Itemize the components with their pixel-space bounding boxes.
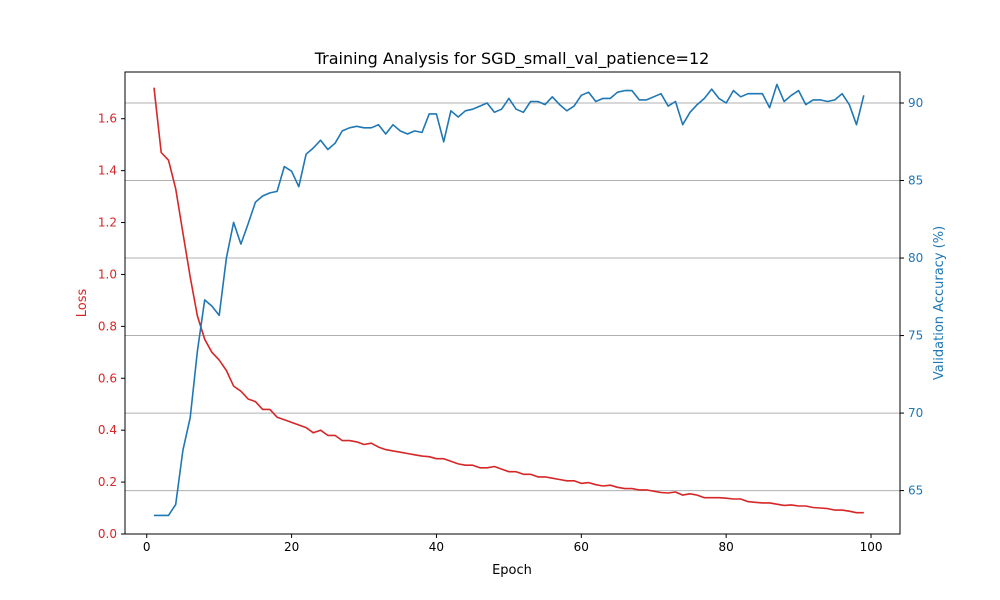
left-tick-label-6: 1.2	[98, 216, 117, 230]
left-tick-label-2: 0.4	[98, 423, 117, 437]
right-tick-label-4: 85	[908, 174, 923, 188]
x-tick-label-0: 0	[143, 540, 151, 554]
right-axis-ticks: 65 70 75 80 85 90	[900, 96, 923, 498]
validation-accuracy-line	[154, 83, 865, 517]
left-tick-label-8: 1.6	[98, 112, 117, 126]
left-tick-label-5: 1.0	[98, 267, 117, 281]
plot-frame	[124, 71, 901, 535]
x-axis-label: Epoch	[492, 563, 532, 578]
right-axis-label: Validation Accuracy (%)	[932, 226, 947, 380]
right-tick-label-0: 65	[908, 484, 923, 498]
accuracy-series-layer	[154, 83, 865, 517]
left-tick-label-3: 0.6	[98, 371, 117, 385]
left-tick-label-0: 0.0	[98, 527, 117, 541]
x-tick-label-3: 60	[574, 540, 589, 554]
left-tick-label-4: 0.8	[98, 319, 117, 333]
right-tick-label-3: 80	[908, 251, 923, 265]
right-tick-label-2: 75	[908, 329, 923, 343]
left-axis-ticks: 0.0 0.2 0.4 0.6 0.8 1.0 1.2 1.4 1.6	[98, 112, 125, 541]
loss-line	[153, 87, 864, 514]
right-tick-label-1: 70	[908, 406, 923, 420]
x-tick-label-4: 80	[719, 540, 734, 554]
x-tick-label-1: 20	[284, 540, 299, 554]
x-axis-ticks: 0 20 40 60 80 100	[143, 534, 883, 554]
chart-title: Training Analysis for SGD_small_val_pati…	[314, 49, 710, 69]
left-axis-label: Loss	[75, 289, 90, 318]
x-tick-label-5: 100	[860, 540, 883, 554]
gridlines	[125, 102, 900, 492]
x-tick-label-2: 40	[429, 540, 444, 554]
left-tick-label-1: 0.2	[98, 475, 117, 489]
right-tick-label-5: 90	[908, 96, 923, 110]
loss-series-layer	[153, 87, 864, 514]
left-tick-label-7: 1.4	[98, 164, 117, 178]
